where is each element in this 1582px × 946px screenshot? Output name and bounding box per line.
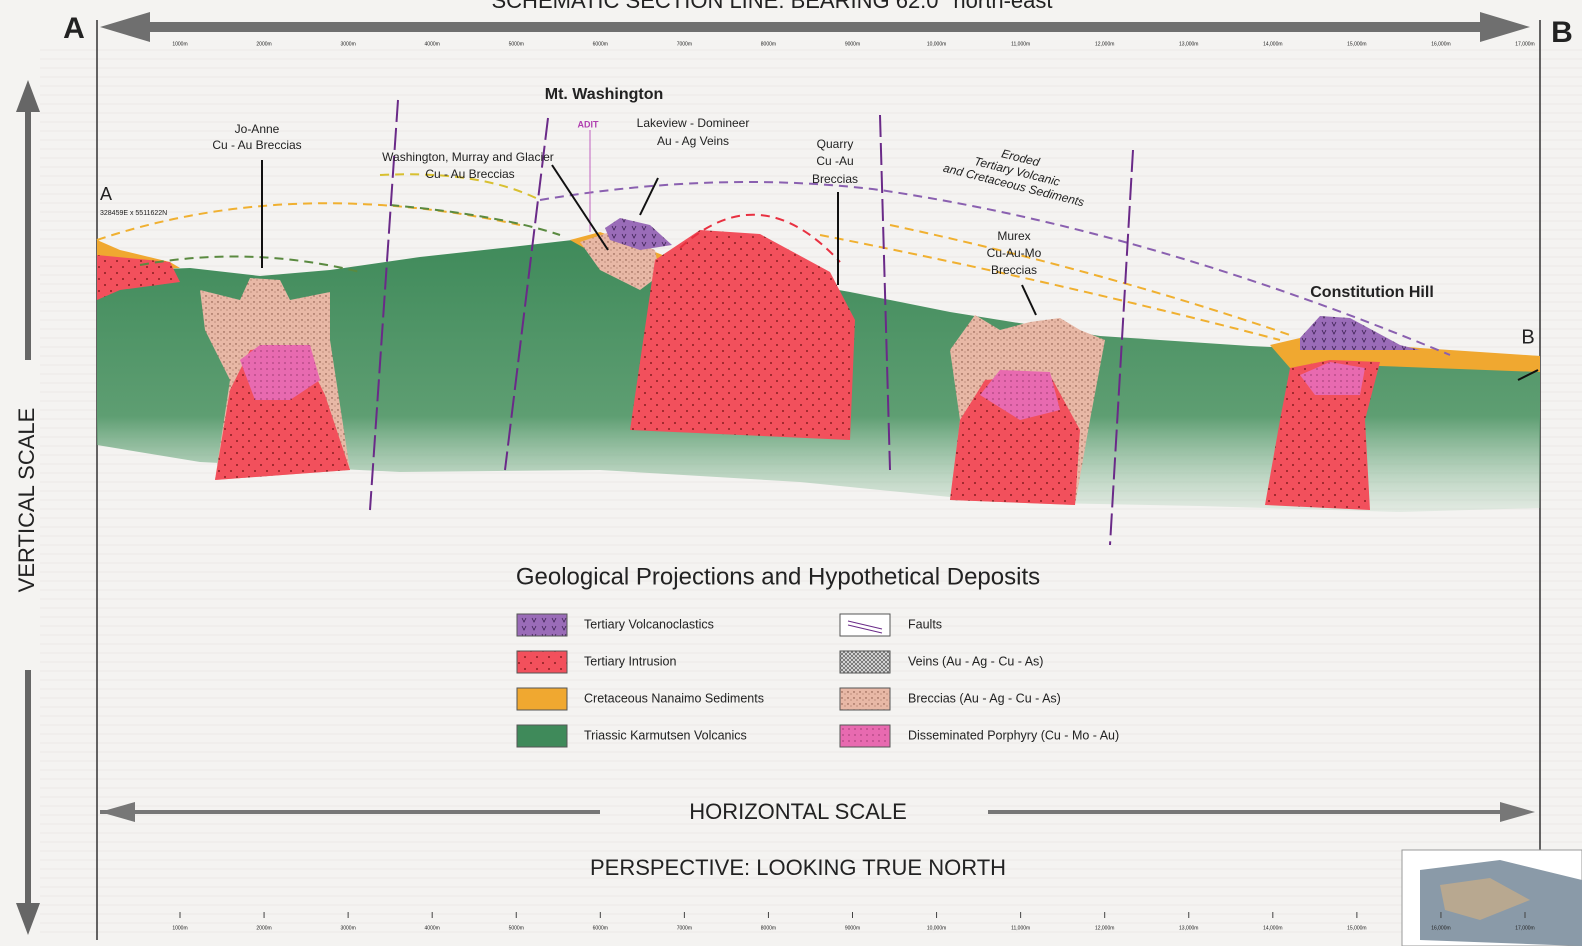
distance-label: 14,000m <box>1263 925 1282 931</box>
distance-label: 16,000m <box>1431 41 1450 47</box>
distance-label: 16,000m <box>1431 925 1450 931</box>
distance-label: 17,000m <box>1515 41 1534 47</box>
distance-label: 15,000m <box>1347 925 1366 931</box>
legend-swatch <box>517 651 567 673</box>
legend-label: Faults <box>908 617 942 631</box>
distance-label: 9000m <box>845 925 860 931</box>
distance-label: 1000m <box>172 925 187 931</box>
legend-swatch <box>517 725 567 747</box>
distance-label: 11,000m <box>1011 41 1030 47</box>
intrusion <box>630 230 855 440</box>
distance-label: 2000m <box>256 925 271 931</box>
distance-label: 3000m <box>340 925 355 931</box>
legend-swatch <box>840 688 890 710</box>
section-end: B <box>1521 326 1534 348</box>
page: SCHEMATIC SECTION LINE: BEARING 62.0° no… <box>0 0 1582 946</box>
distance-label: 5000m <box>509 41 524 47</box>
legend-label: Tertiary Volcanoclastics <box>584 617 714 631</box>
distance-scale-bottom: 1000m 2000m 3000m 4000m 5000m 6000m 7000m 8000m… <box>172 912 1534 931</box>
legend-label: Tertiary Intrusion <box>584 654 676 668</box>
distance-label: 17,000m <box>1515 925 1534 931</box>
label: Cu - Au Breccias <box>425 167 514 181</box>
section-arrow <box>100 12 1530 42</box>
distance-label: 11,000m <box>1011 925 1030 931</box>
label: Murex <box>997 229 1030 243</box>
distance-label: 4000m <box>425 925 440 931</box>
volcaniclastics <box>1300 316 1420 350</box>
legend-swatch <box>840 725 890 747</box>
distance-label: 5000m <box>509 925 524 931</box>
distance-label: 4000m <box>425 41 440 47</box>
horizontal-scale: HORIZONTAL SCALE <box>689 799 907 824</box>
distance-label: 15,000m <box>1347 41 1366 47</box>
distance-label: 3000m <box>340 41 355 47</box>
section-start: A <box>100 184 112 204</box>
perspective: PERSPECTIVE: LOOKING TRUE NORTH <box>590 855 1006 880</box>
distance-label: 8000m <box>761 41 776 47</box>
legend: Tertiary Volcanoclastics Tertiary Intrusi… <box>517 614 1119 747</box>
label: Lakeview - Domineer <box>637 116 750 130</box>
distance-label: 12,000m <box>1095 925 1114 931</box>
distance-label: 13,000m <box>1179 925 1198 931</box>
distance-label: 14,000m <box>1263 41 1282 47</box>
distance-label: 7000m <box>677 925 692 931</box>
vertical-arrow-down <box>16 670 40 935</box>
legend-title: Geological Projections and Hypothetical … <box>516 563 1040 590</box>
constitution-hill: Constitution Hill <box>1310 284 1434 301</box>
legend-swatch <box>517 614 567 636</box>
header-title: SCHEMATIC SECTION LINE: BEARING 62.0° no… <box>492 0 1053 13</box>
distance-label: 1000m <box>172 41 187 47</box>
corner-a: A <box>63 12 85 45</box>
label: Quarry <box>817 137 854 151</box>
label: Jo-Anne <box>235 122 280 136</box>
label: Cu-Au-Mo <box>987 246 1042 260</box>
legend-label: Breccias (Au - Ag - Cu - As) <box>908 691 1061 705</box>
label: Cu - Au Breccias <box>212 138 301 152</box>
distance-label: 7000m <box>677 41 692 47</box>
section-diagram: SCHEMATIC SECTION LINE: BEARING 62.0° no… <box>0 0 1582 946</box>
distance-label: 13,000m <box>1179 41 1198 47</box>
legend-swatch <box>840 651 890 673</box>
distance-label: 9000m <box>845 41 860 47</box>
distance-scale: 1000m 2000m 3000m 4000m 5000m 6000m 7000m 8000m… <box>172 41 1534 47</box>
legend-label: Disseminated Porphyry (Cu - Mo - Au) <box>908 728 1119 742</box>
vertical-scale: VERTICAL SCALE <box>14 408 39 593</box>
distance-label: 6000m <box>593 41 608 47</box>
distance-label: 12,000m <box>1095 41 1114 47</box>
distance-label: 2000m <box>256 41 271 47</box>
adit-label: ADIT <box>578 119 599 129</box>
legend-label: Triassic Karmutsen Volcanics <box>584 728 747 742</box>
label: Cu -Au <box>816 154 853 168</box>
distance-label: 10,000m <box>927 925 946 931</box>
mt-washington: Mt. Washington <box>545 86 664 103</box>
legend-label: Cretaceous Nanaimo Sediments <box>584 691 764 705</box>
label: Breccias <box>812 172 858 186</box>
legend-swatch <box>517 688 567 710</box>
vertical-arrow-up <box>16 80 40 360</box>
distance-label: 6000m <box>593 925 608 931</box>
start-coords: 328459E x 5511622N <box>100 210 167 217</box>
label: Breccias <box>991 263 1037 277</box>
distance-label: 8000m <box>761 925 776 931</box>
corner-b: B <box>1551 16 1573 49</box>
distance-label: 10,000m <box>927 41 946 47</box>
label: Washington, Murray and Glacier <box>382 150 554 164</box>
label: Au - Ag Veins <box>657 134 729 148</box>
legend-label: Veins (Au - Ag - Cu - As) <box>908 654 1043 668</box>
